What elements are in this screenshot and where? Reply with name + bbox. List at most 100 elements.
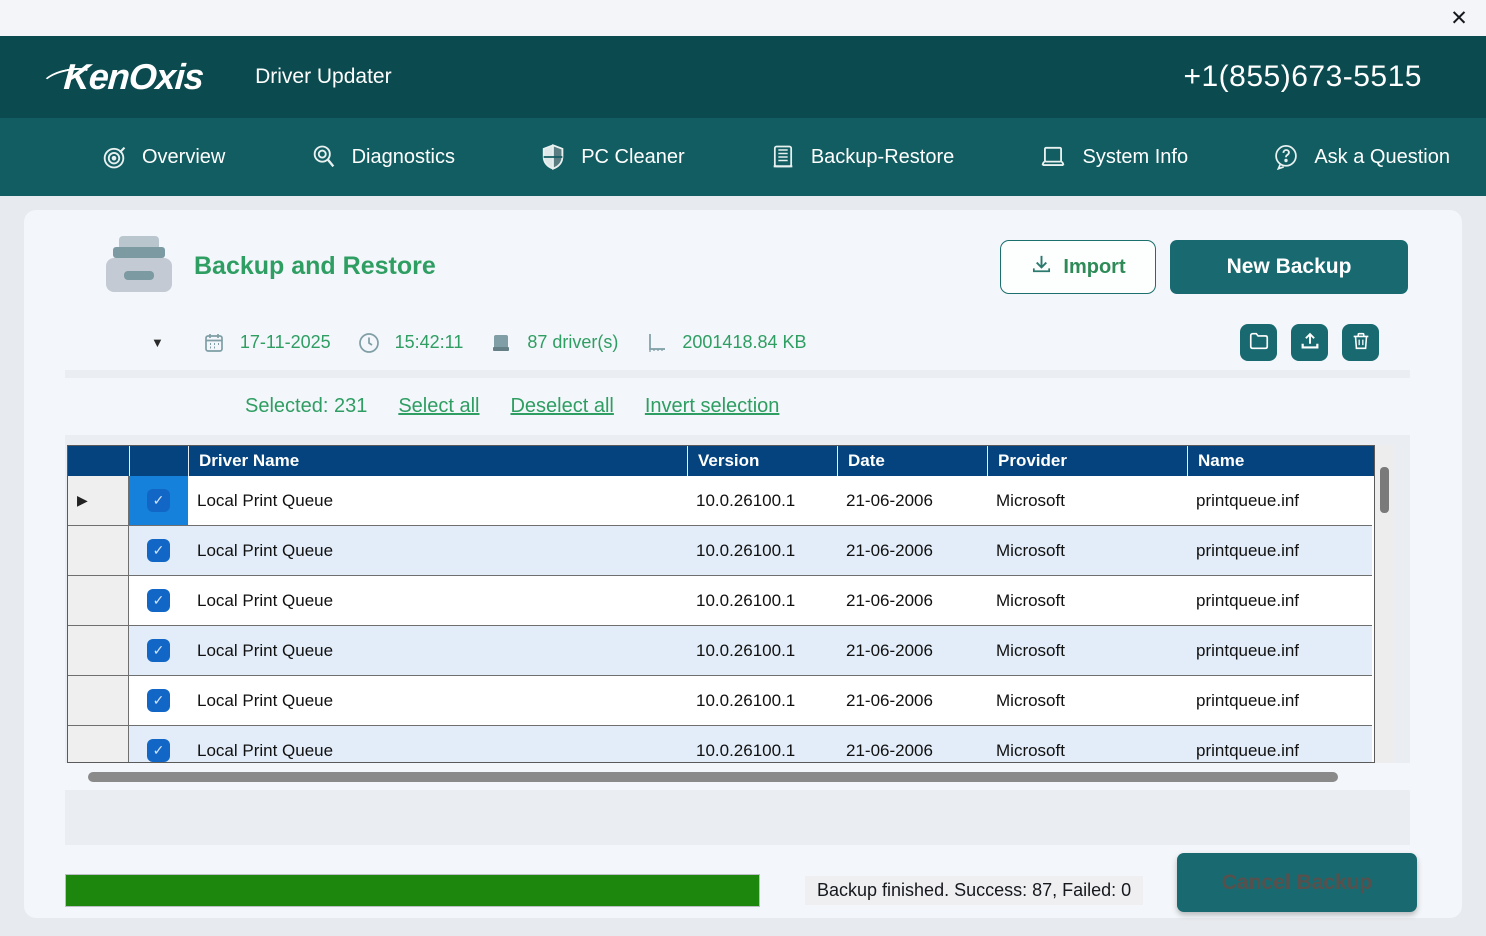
cell-version: 10.0.26100.1 [687, 676, 837, 726]
progress-fill [66, 875, 759, 906]
row-checkbox[interactable]: ✓ [147, 489, 170, 512]
row-selector-cell[interactable]: ▶ [68, 726, 129, 762]
import-button[interactable]: Import [1000, 240, 1156, 294]
row-selector-cell[interactable]: ▶ [68, 576, 129, 626]
nav-item-diagnostics[interactable]: Diagnostics [310, 143, 455, 171]
vertical-scrollbar-thumb[interactable] [1379, 467, 1389, 513]
header-row-selector [68, 446, 129, 476]
cell-driver-name: Local Print Queue [188, 626, 687, 676]
ruler-icon [644, 331, 668, 355]
horizontal-scrollbar-thumb[interactable] [88, 771, 1338, 782]
clock-icon [357, 331, 381, 355]
backup-status-text: Backup finished. Success: 87, Failed: 0 [805, 876, 1144, 905]
table-row[interactable]: ▶ ✓ Local Print Queue 10.0.26100.1 21-06… [68, 526, 1374, 576]
new-backup-button[interactable]: New Backup [1170, 240, 1408, 294]
header-date: Date [837, 446, 987, 476]
cell-version: 10.0.26100.1 [687, 476, 837, 526]
nav-item-pc-cleaner[interactable]: PC Cleaner [539, 143, 685, 171]
folder-icon [1248, 330, 1270, 355]
cell-provider: Microsoft [987, 676, 1187, 726]
archive-drawer-icon [106, 236, 172, 292]
check-icon: ✓ [152, 492, 165, 508]
table-row[interactable]: ▶ ✓ Local Print Queue 10.0.26100.1 21-06… [68, 626, 1374, 676]
row-checkbox[interactable]: ✓ [147, 739, 170, 762]
nav-item-ask-question[interactable]: Ask a Question [1272, 143, 1450, 171]
cell-file-name: printqueue.inf [1187, 526, 1372, 576]
cell-version: 10.0.26100.1 [687, 576, 837, 626]
row-selector-cell[interactable]: ▶ [68, 476, 129, 526]
app-logo: KenOxis [40, 56, 205, 98]
row-selector-cell[interactable]: ▶ [68, 526, 129, 576]
backup-size: 2001418.84 KB [682, 332, 807, 352]
deselect-all-link[interactable]: Deselect all [510, 395, 614, 417]
trash-icon [1350, 330, 1372, 355]
nav-label: System Info [1082, 145, 1189, 168]
nav-label: PC Cleaner [581, 145, 685, 168]
cell-date: 21-06-2006 [837, 626, 987, 676]
cell-provider: Microsoft [987, 576, 1187, 626]
cell-date: 21-06-2006 [837, 726, 987, 762]
backup-date: 17-11-2025 [239, 332, 331, 352]
cell-version: 10.0.26100.1 [687, 726, 837, 762]
cancel-backup-button[interactable]: Cancel Backup [1177, 853, 1417, 912]
close-icon[interactable]: ✕ [1450, 6, 1468, 30]
header-checkbox [129, 446, 188, 476]
nav-item-backup-restore[interactable]: Backup-Restore [769, 143, 954, 171]
table-row[interactable]: ▶ ✓ Local Print Queue 10.0.26100.1 21-06… [68, 476, 1374, 526]
check-icon: ✓ [152, 692, 165, 708]
open-folder-button[interactable] [1240, 324, 1277, 361]
expand-dropdown-icon[interactable]: ▼ [151, 335, 164, 350]
cell-version: 10.0.26100.1 [687, 526, 837, 576]
row-checkbox-cell[interactable]: ✓ [129, 576, 188, 626]
drivers-table: Driver Name Version Date Provider Name ▶ [67, 445, 1375, 763]
row-checkbox[interactable]: ✓ [147, 689, 170, 712]
backup-time: 15:42:11 [394, 332, 464, 352]
header-name: Name [1187, 446, 1372, 476]
table-row[interactable]: ▶ ✓ Local Print Queue 10.0.26100.1 21-06… [68, 726, 1374, 762]
invert-selection-link[interactable]: Invert selection [644, 395, 780, 417]
check-icon: ✓ [152, 542, 165, 558]
row-checkbox-cell[interactable]: ✓ [129, 626, 188, 676]
row-checkbox[interactable]: ✓ [147, 539, 170, 562]
vertical-scrollbar[interactable] [1375, 445, 1393, 763]
row-checkbox-cell[interactable]: ✓ [129, 476, 188, 526]
nav-label: Ask a Question [1314, 145, 1450, 168]
nav-item-system-info[interactable]: System Info [1038, 143, 1188, 171]
drivers-table-zone: Driver Name Version Date Provider Name ▶ [67, 445, 1410, 763]
row-checkbox[interactable]: ✓ [147, 639, 170, 662]
table-body: ▶ ✓ Local Print Queue 10.0.26100.1 21-06… [68, 476, 1374, 762]
table-row[interactable]: ▶ ✓ Local Print Queue 10.0.26100.1 21-06… [68, 676, 1374, 726]
cell-file-name: printqueue.inf [1187, 626, 1372, 676]
download-icon [1030, 253, 1053, 282]
header-provider: Provider [987, 446, 1187, 476]
main-nav: Overview Diagnostics PC Cleaner [0, 118, 1486, 196]
row-checkbox-cell[interactable]: ✓ [129, 676, 188, 726]
cell-driver-name: Local Print Queue [188, 576, 687, 626]
table-row[interactable]: ▶ ✓ Local Print Queue 10.0.26100.1 21-06… [68, 576, 1374, 626]
row-pointer-icon: ▶ [77, 492, 88, 508]
row-checkbox-cell[interactable]: ✓ [129, 526, 188, 576]
calendar-icon [202, 331, 226, 355]
row-selector-cell[interactable]: ▶ [68, 676, 129, 726]
nav-label: Overview [142, 145, 226, 168]
shield-icon [539, 143, 567, 171]
nav-label: Diagnostics [351, 145, 455, 168]
cell-provider: Microsoft [987, 626, 1187, 676]
row-selector-cell[interactable]: ▶ [68, 626, 129, 676]
check-icon: ✓ [152, 592, 165, 608]
app-header: KenOxis Driver Updater +1(855)673-5515 [0, 36, 1486, 118]
cell-file-name: printqueue.inf [1187, 576, 1372, 626]
select-all-link[interactable]: Select all [398, 395, 480, 417]
content-area: Backup and Restore Import New Backup ▼ [0, 196, 1486, 936]
export-button[interactable] [1291, 324, 1328, 361]
delete-backup-button[interactable] [1342, 324, 1379, 361]
horizontal-scrollbar[interactable] [65, 763, 1410, 790]
row-checkbox[interactable]: ✓ [147, 589, 170, 612]
check-icon: ✓ [152, 742, 165, 758]
backup-progress-bar [65, 874, 760, 907]
row-checkbox-cell[interactable]: ✓ [129, 726, 188, 762]
backup-driver-count: 87 driver(s) [527, 332, 619, 352]
nav-item-overview[interactable]: Overview [100, 143, 225, 171]
header-version: Version [687, 446, 837, 476]
cell-date: 21-06-2006 [837, 676, 987, 726]
